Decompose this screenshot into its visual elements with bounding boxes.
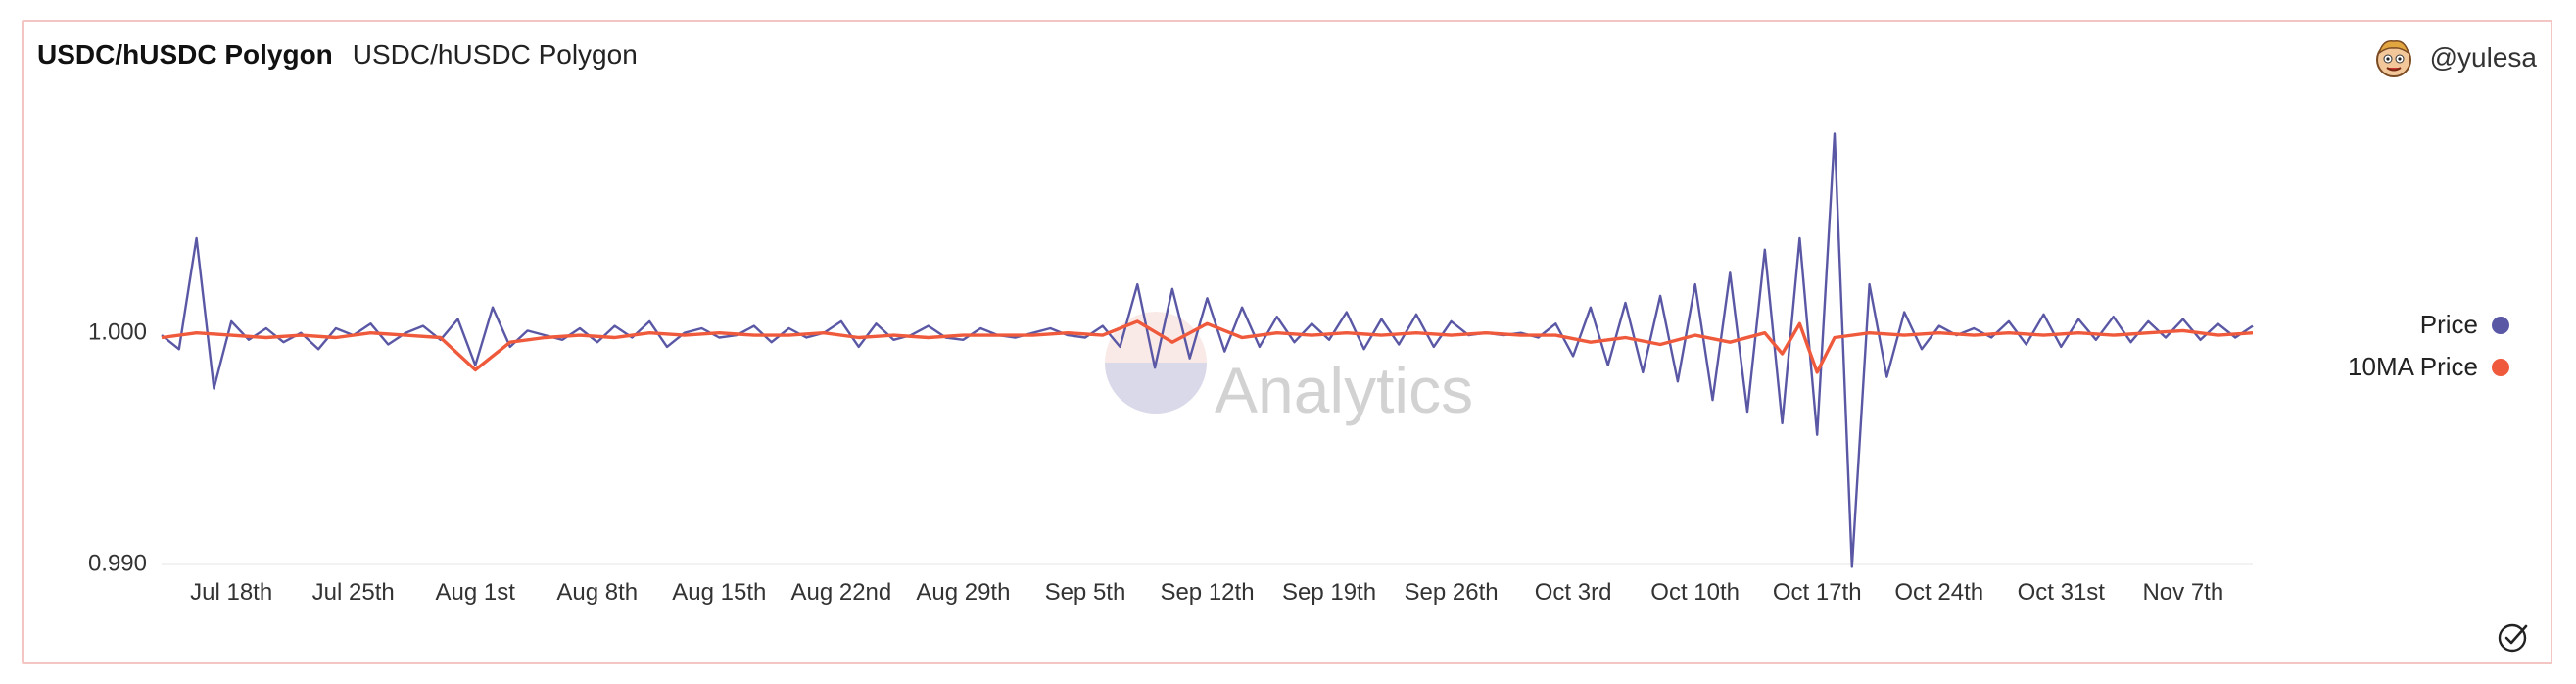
x-tick-label: Nov 7th [2142,579,2223,606]
chart-title: USDC/hUSDC Polygon [37,39,333,70]
author-badge[interactable]: @yulesa [2371,35,2537,80]
x-tick-label: Aug 8th [556,579,638,606]
x-tick-label: Oct 10th [1650,579,1740,606]
y-tick-label: 0.990 [88,551,147,577]
x-tick-label: Oct 31st [2018,579,2106,606]
x-tick-label: Aug 22nd [790,579,891,606]
x-tick-label: Aug 15th [672,579,766,606]
x-tick-label: Sep 19th [1282,579,1376,606]
x-tick-label: Sep 26th [1405,579,1499,606]
y-tick-label: 1.000 [88,318,147,345]
x-tick-label: Sep 5th [1045,579,1126,606]
x-tick-label: Jul 18th [190,579,272,606]
chart-header: USDC/hUSDC Polygon USDC/hUSDC Polygon [37,39,638,71]
author-handle: @yulesa [2429,42,2537,73]
x-tick-label: Sep 12th [1160,579,1254,606]
chart-legend: Price 10MA Price [2348,310,2509,382]
check-circle-icon[interactable] [2496,619,2531,655]
x-tick-label: Aug 29th [916,579,1010,606]
x-tick-label: Jul 25th [312,579,395,606]
watermark-text: Analytics [1215,354,1474,426]
x-tick-label: Aug 1st [436,579,516,606]
legend-dot-10ma [2492,358,2509,376]
x-tick-label: Oct 17th [1773,579,1862,606]
legend-item-10ma[interactable]: 10MA Price [2348,352,2509,382]
legend-item-price[interactable]: Price [2420,310,2509,340]
legend-dot-price [2492,316,2509,334]
avatar-icon [2375,40,2411,77]
chart-subtitle: USDC/hUSDC Polygon [352,39,638,70]
x-tick-label: Oct 3rd [1535,579,1612,606]
price-line [161,132,2254,568]
ma-line [161,319,2254,374]
x-tick-label: Oct 24th [1894,579,1983,606]
legend-label-10ma: 10MA Price [2348,352,2478,381]
legend-label-price: Price [2419,310,2478,339]
